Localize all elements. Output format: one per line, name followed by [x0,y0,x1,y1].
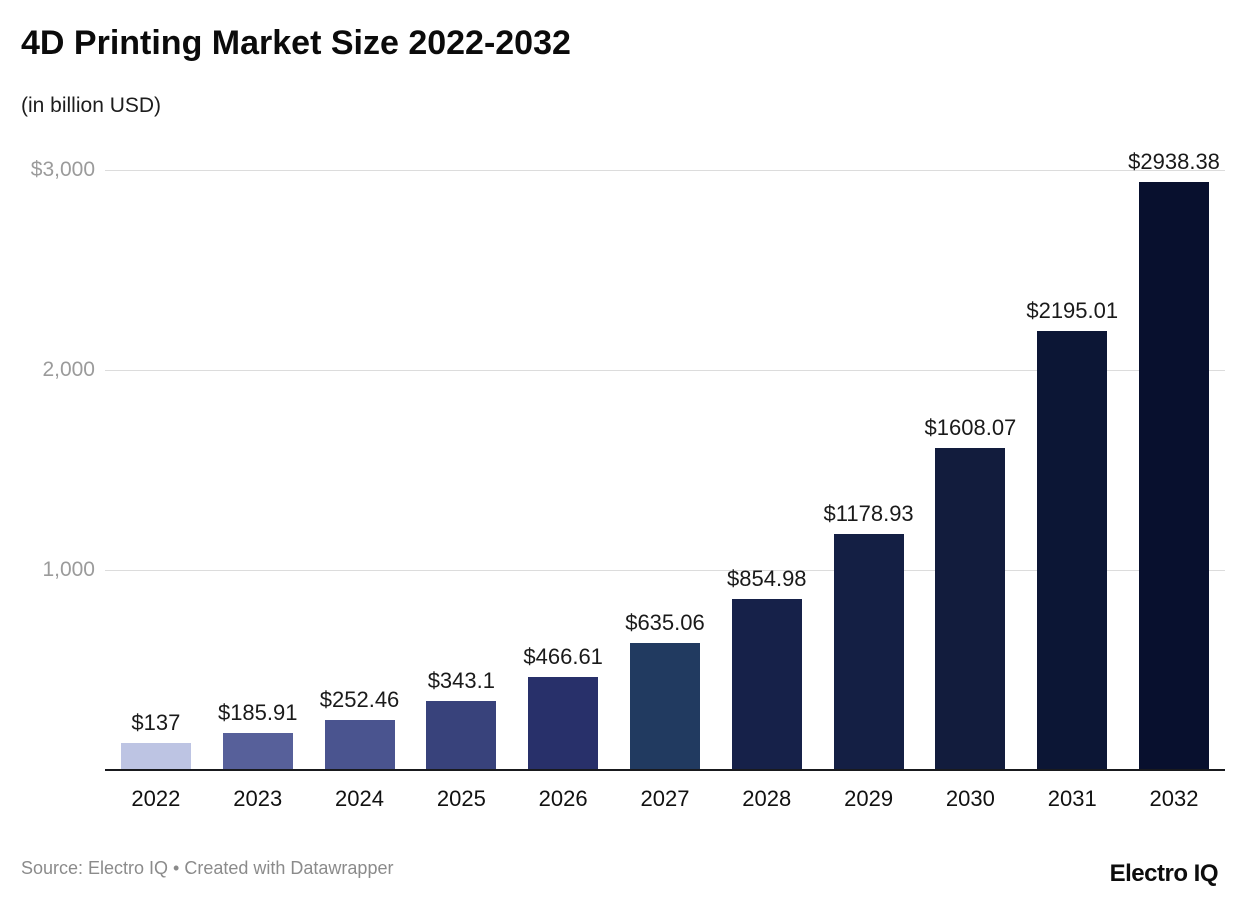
bar-column-2032: $2938.38 2032 [1128,149,1220,811]
x-axis-tick-label: 2029 [844,786,894,811]
y-axis-tick-label: 2,000 [42,358,95,381]
chart-title: 4D Printing Market Size 2022-2032 [21,24,571,62]
x-axis-tick-label: 2022 [131,786,181,811]
x-axis-tick-label: 2028 [742,786,792,811]
gridline [105,570,1225,571]
x-axis-tick-label: 2024 [335,786,384,811]
bar-column-2025: $343.1 2025 [426,668,497,811]
gridline [105,370,1225,371]
bar-column-2024: $252.46 2024 [320,687,400,811]
bar-value-label: $635.06 [625,610,705,635]
bar-value-label: $343.1 [427,668,495,694]
bar [935,448,1006,770]
x-axis-tick-label: 2031 [1047,786,1097,811]
bar [1139,182,1210,770]
x-axis-tick-label: 2030 [945,786,995,811]
plot-area: $3,000 2,000 1,000 $137 2022 $185.91 2023 $252.… [31,149,1225,811]
x-axis-tick-label: 2027 [640,786,690,811]
bar-value-label: $2938.38 [1128,149,1220,175]
bar [731,599,802,770]
bar [833,534,904,770]
bar-value-label: $854.98 [727,566,807,592]
bar-value-label: $1608.07 [924,415,1017,441]
bar [324,719,395,770]
bar [222,732,293,770]
bar [1037,331,1108,770]
bar-column-2023: $185.91 2023 [218,700,298,811]
x-axis-tick-label: 2026 [538,786,588,811]
y-axis-tick-label: 1,000 [42,558,95,581]
x-axis-tick-label: 2025 [436,786,486,811]
bar-column-2026: $466.61 2026 [523,644,603,811]
bar-value-label: $137 [131,709,181,735]
bar [120,742,191,770]
bar-value-label: $185.91 [217,699,298,725]
bar-column-2027: $635.06 2027 [625,610,705,811]
gridline [105,170,1225,171]
bar [528,676,599,770]
bar-value-label: $1178.93 [823,501,914,527]
bar-column-2022: $137 2022 [120,709,191,811]
x-axis-tick-label: 2032 [1149,786,1199,811]
x-axis-baseline [105,769,1225,771]
bar-column-2031: $2195.01 2031 [1026,298,1118,811]
bars-container: $137 2022 $185.91 2023 $252.46 2024 $343.1 2025… [105,149,1225,811]
bar-column-2028: $854.98 2028 [727,566,807,811]
source-note: Source: Electro IQ • Created with Datawr… [21,858,394,878]
bar [629,643,700,770]
bar [426,701,497,770]
bar-value-label: $466.61 [523,643,603,669]
y-axis-tick-label: $3,000 [30,158,95,181]
chart-subtitle: (in billion USD) [21,94,162,117]
bar-column-2029: $1178.93 2029 [824,501,914,811]
bar-column-2030: $1608.07 2030 [925,415,1017,811]
x-axis-tick-label: 2023 [233,786,283,811]
bar-value-label: $252.46 [319,686,400,712]
bar-value-label: $2195.01 [1026,298,1119,323]
brand-logo: Electro IQ [1109,860,1219,887]
